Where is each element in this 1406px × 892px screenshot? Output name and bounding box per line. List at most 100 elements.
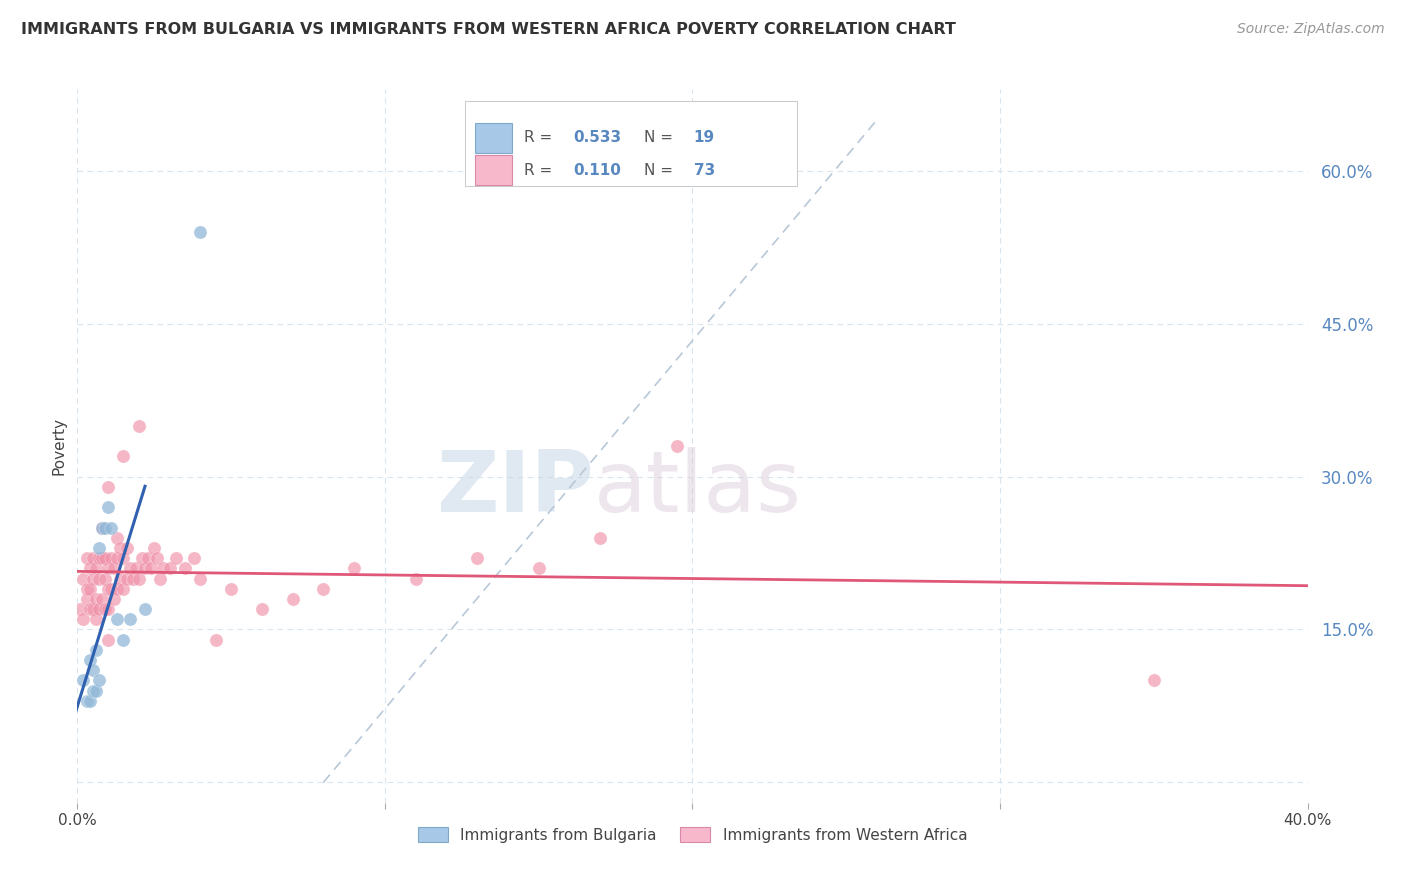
- Point: [141, 561, 163, 575]
- Text: atlas: atlas: [595, 447, 801, 531]
- Point: [118, 612, 141, 626]
- Point: [115, 541, 138, 555]
- Point: [131, 551, 153, 566]
- Point: [97, 632, 120, 647]
- Point: [112, 449, 135, 463]
- Point: [103, 561, 125, 575]
- Point: [666, 439, 689, 453]
- Point: [100, 582, 122, 596]
- Point: [105, 531, 128, 545]
- Point: [94, 520, 117, 534]
- Point: [82, 572, 104, 586]
- Point: [343, 561, 366, 575]
- Point: [188, 225, 212, 239]
- Point: [79, 582, 101, 596]
- Y-axis label: Poverty: Poverty: [51, 417, 66, 475]
- Point: [79, 602, 101, 616]
- Point: [128, 572, 150, 586]
- Point: [125, 561, 148, 575]
- Point: [97, 480, 120, 494]
- Point: [143, 541, 166, 555]
- Point: [72, 612, 94, 626]
- Point: [204, 632, 226, 647]
- Point: [84, 643, 107, 657]
- Point: [105, 582, 128, 596]
- Point: [250, 602, 273, 616]
- Text: R =: R =: [524, 163, 557, 178]
- Point: [87, 673, 110, 688]
- Point: [90, 591, 114, 606]
- Point: [72, 572, 94, 586]
- Text: N =: N =: [644, 163, 678, 178]
- Point: [312, 582, 335, 596]
- Point: [94, 602, 117, 616]
- Point: [94, 551, 117, 566]
- Bar: [475, 122, 512, 153]
- Point: [97, 582, 120, 596]
- Point: [90, 520, 114, 534]
- Point: [82, 683, 104, 698]
- Bar: [465, 102, 797, 186]
- Point: [1143, 673, 1166, 688]
- Point: [97, 500, 120, 515]
- Point: [112, 582, 135, 596]
- Text: ZIP: ZIP: [436, 447, 595, 531]
- Point: [465, 551, 488, 566]
- Point: [82, 602, 104, 616]
- Point: [100, 520, 122, 534]
- Point: [174, 561, 197, 575]
- Point: [79, 653, 101, 667]
- Point: [82, 663, 104, 677]
- Point: [69, 602, 91, 616]
- Point: [72, 673, 94, 688]
- Point: [149, 572, 172, 586]
- Point: [87, 541, 110, 555]
- Point: [188, 572, 212, 586]
- Point: [82, 551, 104, 566]
- Point: [589, 531, 612, 545]
- Text: 0.110: 0.110: [574, 163, 621, 178]
- Point: [118, 561, 141, 575]
- Point: [115, 572, 138, 586]
- Point: [90, 551, 114, 566]
- Point: [103, 591, 125, 606]
- Point: [87, 572, 110, 586]
- Point: [128, 418, 150, 433]
- Text: N =: N =: [644, 130, 678, 145]
- Point: [79, 694, 101, 708]
- Point: [121, 572, 143, 586]
- Point: [183, 551, 205, 566]
- Point: [165, 551, 187, 566]
- Point: [87, 551, 110, 566]
- Point: [76, 694, 98, 708]
- Point: [97, 561, 120, 575]
- Point: [146, 551, 169, 566]
- Point: [281, 591, 304, 606]
- Point: [159, 561, 181, 575]
- Point: [79, 561, 101, 575]
- Point: [76, 591, 98, 606]
- Text: 19: 19: [693, 130, 714, 145]
- Point: [76, 551, 98, 566]
- Legend: Immigrants from Bulgaria, Immigrants from Western Africa: Immigrants from Bulgaria, Immigrants fro…: [412, 821, 973, 848]
- Point: [97, 602, 120, 616]
- Point: [112, 632, 135, 647]
- Text: IMMIGRANTS FROM BULGARIA VS IMMIGRANTS FROM WESTERN AFRICA POVERTY CORRELATION C: IMMIGRANTS FROM BULGARIA VS IMMIGRANTS F…: [21, 22, 956, 37]
- Point: [87, 602, 110, 616]
- Text: Source: ZipAtlas.com: Source: ZipAtlas.com: [1237, 22, 1385, 37]
- Point: [219, 582, 242, 596]
- Point: [105, 612, 128, 626]
- Point: [134, 602, 156, 616]
- Point: [90, 520, 114, 534]
- Text: 0.533: 0.533: [574, 130, 621, 145]
- Point: [152, 561, 174, 575]
- Point: [112, 551, 135, 566]
- Point: [84, 591, 107, 606]
- Point: [84, 561, 107, 575]
- Point: [100, 551, 122, 566]
- Point: [110, 541, 132, 555]
- Bar: [475, 155, 512, 186]
- Point: [134, 561, 156, 575]
- Point: [527, 561, 550, 575]
- Text: 73: 73: [693, 163, 714, 178]
